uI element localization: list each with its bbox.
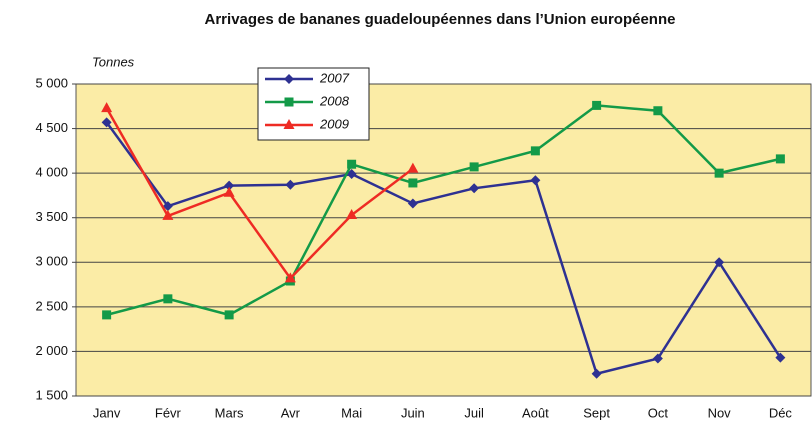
marker bbox=[775, 352, 786, 363]
marker bbox=[162, 201, 173, 212]
marker bbox=[469, 183, 480, 194]
marker bbox=[407, 198, 418, 209]
series-line bbox=[106, 104, 781, 317]
marker bbox=[652, 353, 663, 364]
marker bbox=[469, 162, 479, 172]
x-tick-label: Déc bbox=[769, 405, 793, 420]
marker bbox=[101, 117, 112, 128]
marker bbox=[102, 310, 112, 320]
marker bbox=[530, 175, 541, 186]
x-tick-label: Nov bbox=[708, 405, 732, 420]
y-tick-label: 4 000 bbox=[35, 165, 68, 180]
x-tick-label: Mai bbox=[341, 405, 362, 420]
marker bbox=[775, 154, 785, 164]
marker bbox=[284, 97, 294, 107]
y-tick-label: 2 000 bbox=[35, 343, 68, 358]
marker bbox=[162, 209, 174, 220]
marker bbox=[285, 179, 296, 190]
marker bbox=[592, 100, 602, 110]
marker bbox=[101, 102, 113, 113]
x-tick-label: Sept bbox=[583, 405, 610, 420]
x-tick-label: Mars bbox=[215, 405, 244, 420]
series-line bbox=[105, 107, 414, 281]
marker bbox=[346, 209, 358, 220]
y-tick-label: 3 500 bbox=[35, 209, 68, 224]
y-tick-label: 2 500 bbox=[35, 298, 68, 313]
legend: 2007 2008 2009 bbox=[257, 67, 370, 141]
marker bbox=[530, 146, 540, 156]
x-tick-label: Juin bbox=[401, 405, 425, 420]
marker bbox=[224, 180, 235, 191]
y-tick-label: 4 500 bbox=[35, 120, 68, 135]
series-line bbox=[105, 121, 782, 376]
marker bbox=[714, 168, 724, 178]
marker bbox=[408, 178, 418, 188]
chart-title: Arrivages de bananes guadeloupéennes dan… bbox=[205, 11, 676, 28]
x-tick-label: Oct bbox=[648, 405, 669, 420]
y-tick-label: 5 000 bbox=[35, 75, 68, 90]
marker bbox=[283, 119, 295, 129]
marker bbox=[284, 74, 294, 84]
legend-label: 2007 bbox=[319, 70, 350, 85]
legend-label: 2009 bbox=[319, 116, 349, 131]
y-axis-label: Tonnes bbox=[92, 54, 135, 69]
marker bbox=[714, 257, 725, 268]
x-tick-label: Févr bbox=[155, 405, 182, 420]
marker bbox=[591, 368, 602, 379]
y-tick-label: 3 000 bbox=[35, 254, 68, 269]
marker bbox=[347, 159, 357, 169]
plot-area bbox=[75, 83, 812, 397]
x-tick-label: Juil bbox=[464, 405, 484, 420]
marker bbox=[284, 272, 296, 283]
x-tick-label: Janv bbox=[93, 405, 121, 420]
marker bbox=[223, 186, 235, 197]
marker bbox=[224, 310, 234, 320]
marker bbox=[163, 294, 173, 304]
y-tick-label: 1 500 bbox=[35, 387, 68, 402]
marker bbox=[653, 106, 663, 116]
legend-label: 2008 bbox=[319, 93, 350, 108]
x-tick-label: Avr bbox=[281, 405, 301, 420]
marker bbox=[407, 162, 419, 173]
x-tick-label: Août bbox=[522, 405, 549, 420]
